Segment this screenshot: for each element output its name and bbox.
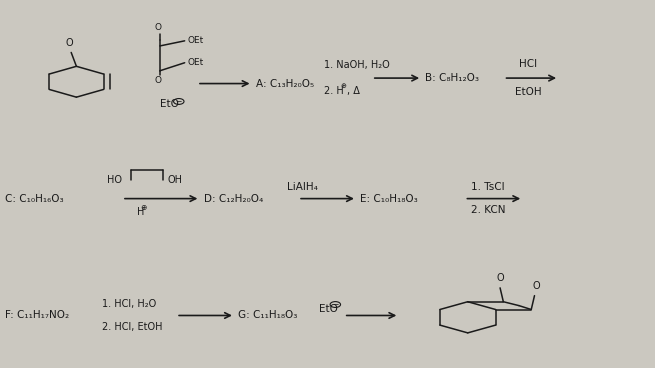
Text: 2. KCN: 2. KCN: [471, 205, 506, 215]
Text: HO: HO: [107, 175, 122, 185]
Text: O: O: [496, 273, 504, 283]
Text: 1. NaOH, H₂O: 1. NaOH, H₂O: [324, 60, 390, 70]
Text: A: C₁₃H₂₀O₅: A: C₁₃H₂₀O₅: [255, 78, 314, 89]
Text: O: O: [533, 281, 540, 291]
Text: 1. HCl, H₂O: 1. HCl, H₂O: [102, 299, 157, 309]
Text: E: C₁₀H₁₈O₃: E: C₁₀H₁₈O₃: [360, 194, 418, 204]
Text: H: H: [137, 208, 144, 217]
Text: LiAlH₄: LiAlH₄: [288, 182, 318, 192]
Text: −: −: [176, 97, 182, 106]
Text: EtO: EtO: [319, 304, 338, 314]
Text: −: −: [332, 300, 339, 309]
Text: G: C₁₁H₁₈O₃: G: C₁₁H₁₈O₃: [238, 311, 297, 321]
Text: EtOH: EtOH: [515, 87, 542, 97]
Text: OEt: OEt: [187, 36, 204, 45]
Text: ⊕: ⊕: [140, 203, 147, 212]
Text: 1. TsCl: 1. TsCl: [471, 182, 504, 192]
Text: 2. H: 2. H: [324, 86, 344, 96]
Text: 2. HCl, EtOH: 2. HCl, EtOH: [102, 322, 163, 332]
Text: D: C₁₂H₂₀O₄: D: C₁₂H₂₀O₄: [204, 194, 263, 204]
Text: OH: OH: [168, 175, 183, 185]
Text: O: O: [66, 38, 73, 48]
Text: C: C₁₀H₁₆O₃: C: C₁₀H₁₆O₃: [5, 194, 64, 204]
Text: ⊕: ⊕: [341, 84, 346, 89]
Text: EtO: EtO: [160, 99, 179, 109]
Text: B: C₈H₁₂O₃: B: C₈H₁₂O₃: [424, 73, 479, 83]
Text: O: O: [155, 76, 161, 85]
Text: O: O: [155, 24, 161, 32]
Text: F: C₁₁H₁₇NO₂: F: C₁₁H₁₇NO₂: [5, 311, 69, 321]
Text: , Δ: , Δ: [347, 86, 360, 96]
Text: HCl: HCl: [519, 59, 538, 69]
Text: OEt: OEt: [187, 57, 204, 67]
